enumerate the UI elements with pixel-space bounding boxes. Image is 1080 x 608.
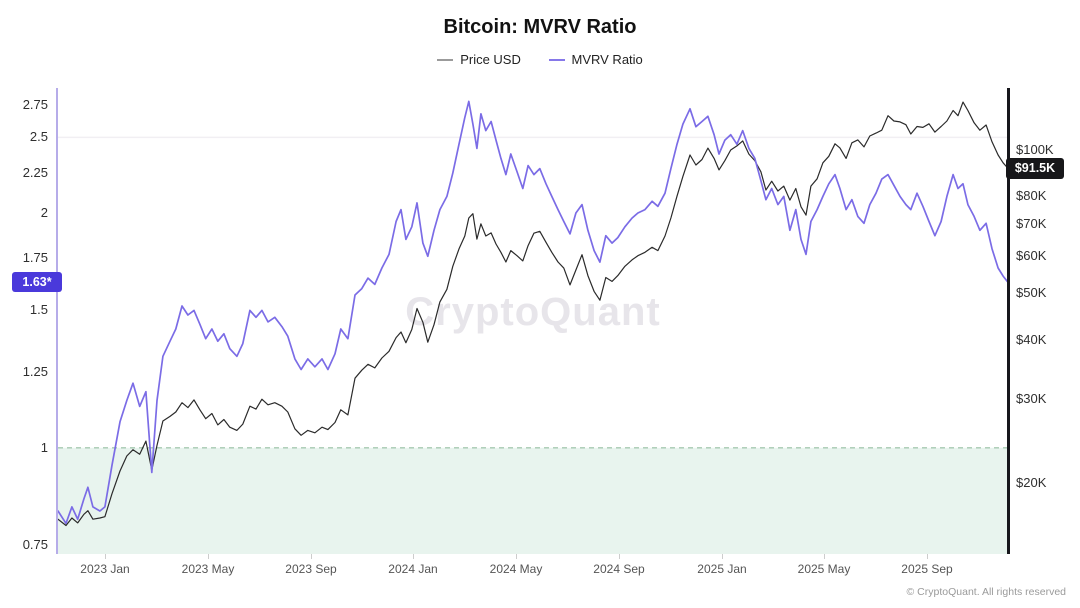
x-axis-tick-label: 2023 May bbox=[181, 562, 235, 576]
x-axis-tick-label: 2024 Jan bbox=[388, 562, 438, 576]
mvrv-current-value-badge: 1.63* bbox=[12, 272, 62, 293]
chart-title: Bitcoin: MVRV Ratio bbox=[443, 16, 637, 38]
plot-area[interactable] bbox=[58, 88, 1008, 554]
right-axis-tick-label: $20K bbox=[1016, 475, 1047, 491]
legend-item-mvrv[interactable]: MVRV Ratio bbox=[548, 52, 643, 67]
x-axis-tick bbox=[722, 554, 723, 559]
left-axis-tick-label: 2 bbox=[40, 204, 48, 220]
left-axis-tick-label: 2.25 bbox=[22, 165, 48, 181]
x-axis-tick bbox=[413, 554, 414, 559]
x-axis-tick-label: 2025 May bbox=[797, 562, 851, 576]
left-axis-tick-label: 2.75 bbox=[22, 97, 48, 113]
mvrv-ratio-line bbox=[58, 100, 1008, 525]
right-axis-line bbox=[1007, 88, 1010, 554]
x-axis-tick-label: 2025 Jan bbox=[697, 562, 747, 576]
left-axis-tick-label: 0.75 bbox=[22, 537, 48, 553]
left-axis-line bbox=[56, 88, 58, 554]
left-axis-tick-label: 1.5 bbox=[29, 302, 48, 318]
x-axis-tick-label: 2023 Jan bbox=[80, 562, 130, 576]
x-axis-tick-label: 2024 Sep bbox=[593, 562, 645, 576]
left-axis-tick-label: 2.5 bbox=[29, 129, 48, 145]
undervalued-zone bbox=[58, 447, 1008, 554]
right-axis-tick-label: $70K bbox=[1016, 215, 1047, 231]
x-axis-tick bbox=[824, 554, 825, 559]
watermark: CryptoQuant bbox=[405, 290, 661, 334]
price-usd-line bbox=[58, 101, 1008, 527]
x-axis-tick-label: 2025 Sep bbox=[901, 562, 953, 576]
right-axis-tick-label: $40K bbox=[1016, 331, 1047, 347]
mvrv-line-swatch-icon bbox=[548, 58, 565, 61]
x-axis-tick bbox=[927, 554, 928, 559]
x-axis-tick bbox=[311, 554, 312, 559]
x-axis-tick bbox=[619, 554, 620, 559]
price-line-swatch-icon bbox=[437, 58, 454, 61]
copyright-notice: © CryptoQuant. All rights reserved bbox=[906, 586, 1066, 598]
left-axis-tick-label: 1.25 bbox=[22, 364, 48, 380]
legend-label-price: Price USD bbox=[460, 52, 521, 67]
price-current-value-badge: $91.5K bbox=[1006, 157, 1064, 179]
right-axis-tick-label: $30K bbox=[1016, 391, 1047, 407]
x-axis-tick-label: 2024 May bbox=[489, 562, 543, 576]
right-axis-tick-label: $50K bbox=[1016, 285, 1047, 301]
left-axis-tick-label: 1 bbox=[40, 439, 48, 455]
x-axis-tick-label: 2023 Sep bbox=[285, 562, 337, 576]
x-axis-tick bbox=[208, 554, 209, 559]
right-axis-tick-label: $80K bbox=[1016, 188, 1047, 204]
right-axis-tick-label: $100K bbox=[1016, 141, 1054, 157]
x-axis-tick bbox=[105, 554, 106, 559]
right-axis-tick-label: $60K bbox=[1016, 247, 1047, 263]
legend-item-price[interactable]: Price USD bbox=[437, 52, 521, 67]
x-axis-tick bbox=[516, 554, 517, 559]
left-axis-tick-label: 1.75 bbox=[22, 250, 48, 266]
legend-label-mvrv: MVRV Ratio bbox=[571, 52, 643, 67]
legend: Price USD MVRV Ratio bbox=[0, 52, 1080, 67]
